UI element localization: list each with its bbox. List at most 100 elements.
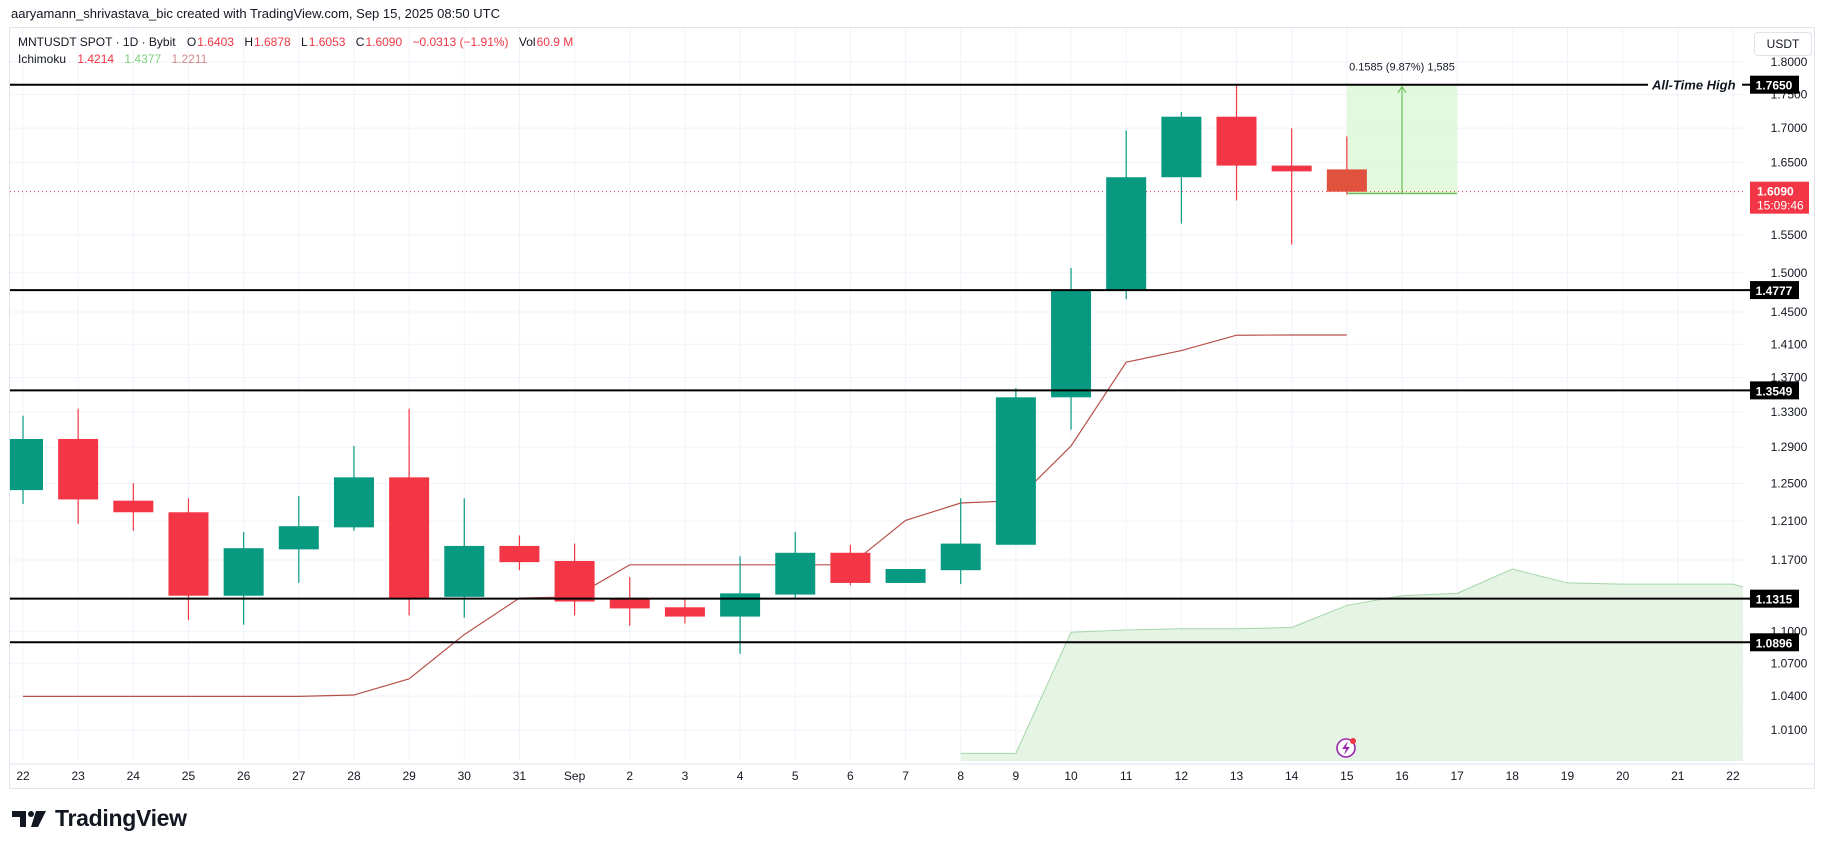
- level-price-label: 1.3549: [1756, 384, 1793, 398]
- candle: [333, 445, 374, 531]
- candle-body: [664, 607, 705, 617]
- x-tick-label: 3: [682, 769, 689, 783]
- x-tick-label: Sep: [564, 769, 586, 783]
- x-tick-label: 5: [792, 769, 799, 783]
- level-label: All-Time High: [1651, 78, 1736, 93]
- y-tick-label: 1.2100: [1771, 514, 1808, 528]
- x-tick-label: 8: [957, 769, 964, 783]
- candle-body: [333, 477, 374, 528]
- y-tick-label: 1.1700: [1771, 553, 1808, 567]
- candle: [1271, 128, 1312, 245]
- symbol-name[interactable]: MNTUSDT SPOT · 1D · Bybit: [18, 35, 176, 49]
- level-price-label: 1.1315: [1756, 593, 1793, 607]
- candle-body: [10, 438, 43, 491]
- indicator-name[interactable]: Ichimoku: [18, 52, 67, 66]
- candle-body: [775, 552, 816, 595]
- x-tick-label: 20: [1616, 769, 1630, 783]
- candle-body: [995, 397, 1036, 545]
- currency-button[interactable]: USDT: [1754, 32, 1812, 56]
- notification-dot: [1350, 738, 1356, 744]
- low-value: 1.6053: [308, 35, 346, 49]
- candle-body: [1106, 177, 1147, 290]
- candle: [499, 535, 540, 571]
- level-price-tag: [1750, 281, 1799, 300]
- vol-label: Vol: [518, 35, 536, 49]
- level-price-tag: [1750, 381, 1799, 400]
- candle-body: [830, 552, 871, 583]
- x-tick-label: 10: [1064, 769, 1078, 783]
- candle-body: [1051, 289, 1092, 398]
- chart-frame: [9, 27, 1815, 789]
- indicator-value-2: 1.4377: [124, 52, 162, 66]
- x-tick-label: 31: [513, 769, 527, 783]
- x-tick-label: 7: [902, 769, 909, 783]
- x-tick-label: 14: [1285, 769, 1299, 783]
- x-tick-label: 27: [292, 769, 306, 783]
- y-tick-label: 1.2500: [1771, 477, 1808, 491]
- candle-body: [1326, 169, 1367, 192]
- ichimoku-base-line: [23, 334, 1347, 697]
- candle-body: [58, 438, 99, 500]
- last-price-tag: [1750, 181, 1809, 214]
- candle-body: [720, 593, 761, 617]
- y-tick-label: 1.5500: [1771, 228, 1808, 242]
- lightning-event-icon[interactable]: [1336, 738, 1356, 758]
- candle: [1051, 267, 1092, 430]
- candle: [885, 569, 926, 583]
- x-tick-label: 6: [847, 769, 854, 783]
- candle-body: [609, 599, 650, 609]
- x-tick-label: 2: [626, 769, 633, 783]
- candle-body: [1161, 116, 1202, 178]
- level-price-tag: [1750, 75, 1799, 94]
- candle: [664, 598, 705, 624]
- x-tick-label: 15: [1340, 769, 1354, 783]
- change-value: −0.0313 (−1.91%): [412, 35, 509, 49]
- x-tick-label: 11: [1120, 769, 1133, 783]
- candle: [775, 531, 816, 599]
- candle: [1326, 136, 1367, 195]
- y-tick-label: 1.4500: [1771, 305, 1808, 319]
- candle: [389, 408, 430, 616]
- chart-credit: aaryamann_shrivastava_bic created with T…: [11, 6, 500, 21]
- x-tick-label: 22: [16, 769, 30, 783]
- candle-body: [885, 569, 926, 583]
- x-tick-label: 28: [347, 769, 361, 783]
- candle: [1216, 84, 1257, 201]
- candle-body: [389, 477, 430, 600]
- candle: [278, 495, 319, 583]
- x-tick-label: 16: [1395, 769, 1409, 783]
- candle: [995, 388, 1036, 545]
- candle: [1106, 130, 1147, 300]
- candle: [720, 556, 761, 654]
- open-value: 1.6403: [197, 35, 234, 49]
- level-price-tag: [1750, 589, 1799, 608]
- candle-body: [940, 543, 981, 571]
- lightning-bolt: [1342, 741, 1350, 755]
- y-tick-label: 1.3700: [1771, 371, 1808, 385]
- countdown-label: 15:09:46: [1757, 199, 1804, 213]
- tradingview-logo[interactable]: TradingView: [12, 805, 187, 832]
- candle-body: [1216, 116, 1257, 166]
- y-tick-label: 1.8000: [1771, 55, 1808, 69]
- candle-body: [499, 545, 540, 563]
- chart-legend: MNTUSDT SPOT · 1D · Bybit O1.6403 H1.687…: [18, 34, 580, 68]
- close-label: C: [355, 35, 365, 49]
- x-tick-label: 18: [1506, 769, 1520, 783]
- candle-body: [1271, 165, 1312, 172]
- x-tick-label: 29: [402, 769, 416, 783]
- indicator-value-3: 1.2211: [171, 52, 208, 66]
- x-tick-label: 24: [127, 769, 141, 783]
- candle: [554, 543, 595, 616]
- candle-body: [223, 548, 264, 596]
- y-tick-label: 1.0100: [1771, 723, 1808, 737]
- y-tick-label: 1.5000: [1771, 266, 1808, 280]
- tradingview-logo-icon: [12, 810, 46, 827]
- low-label: L: [301, 35, 308, 49]
- x-tick-label: 30: [458, 769, 472, 783]
- last-price-label: 1.6090: [1757, 185, 1794, 199]
- measure-label: 0.1585 (9.87%) 1,585: [1349, 62, 1455, 74]
- x-tick-label: 22: [1726, 769, 1740, 783]
- level-price-label: 1.0896: [1756, 636, 1793, 650]
- high-label: H: [244, 35, 253, 49]
